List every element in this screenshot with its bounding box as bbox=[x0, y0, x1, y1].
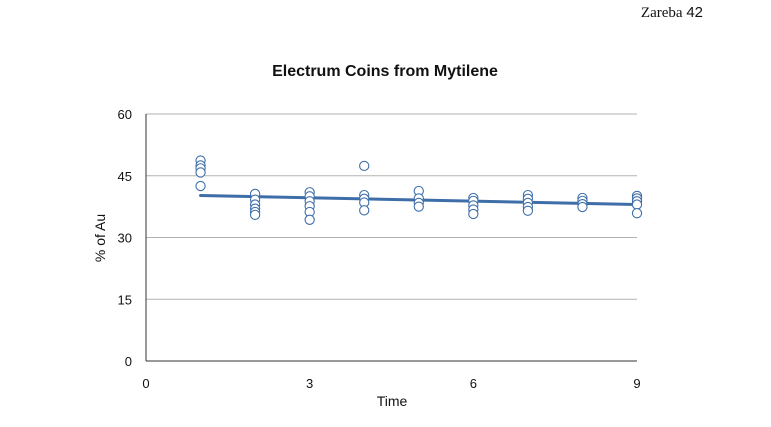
data-point bbox=[631, 199, 643, 210]
x-tick-label: 0 bbox=[142, 376, 149, 391]
data-point bbox=[577, 201, 588, 213]
grid-lines bbox=[146, 113, 637, 300]
data-point bbox=[359, 160, 370, 172]
data-points bbox=[195, 155, 643, 225]
data-point bbox=[304, 214, 315, 225]
data-point bbox=[522, 205, 534, 216]
data-point bbox=[195, 167, 206, 178]
y-tick-label: 15 bbox=[118, 292, 132, 307]
page-number: 42 bbox=[686, 4, 703, 21]
data-point bbox=[631, 208, 643, 219]
y-tick-labels: 0 15 30 45 60 bbox=[118, 107, 132, 369]
data-point bbox=[413, 201, 424, 212]
data-point bbox=[359, 205, 370, 216]
axes bbox=[145, 114, 637, 362]
x-tick-label: 6 bbox=[470, 376, 477, 391]
data-point bbox=[249, 209, 261, 221]
x-tick-labels: 0 3 6 9 bbox=[142, 376, 640, 391]
chart-title: Electrum Coins from Mytilene bbox=[272, 63, 498, 80]
y-axis-label: % of Au bbox=[92, 214, 108, 262]
data-point bbox=[195, 180, 206, 192]
y-tick-label: 30 bbox=[118, 231, 132, 246]
author-name: Zareba bbox=[640, 5, 683, 21]
page-header: Zareba 42 bbox=[641, 4, 703, 22]
y-tick-label: 45 bbox=[118, 169, 132, 184]
x-tick-label: 9 bbox=[633, 376, 640, 391]
y-tick-label: 0 bbox=[125, 354, 132, 369]
data-point bbox=[468, 208, 479, 220]
x-axis-label: Time bbox=[377, 393, 408, 409]
y-tick-label: 60 bbox=[118, 107, 132, 122]
x-tick-label: 3 bbox=[306, 376, 313, 391]
